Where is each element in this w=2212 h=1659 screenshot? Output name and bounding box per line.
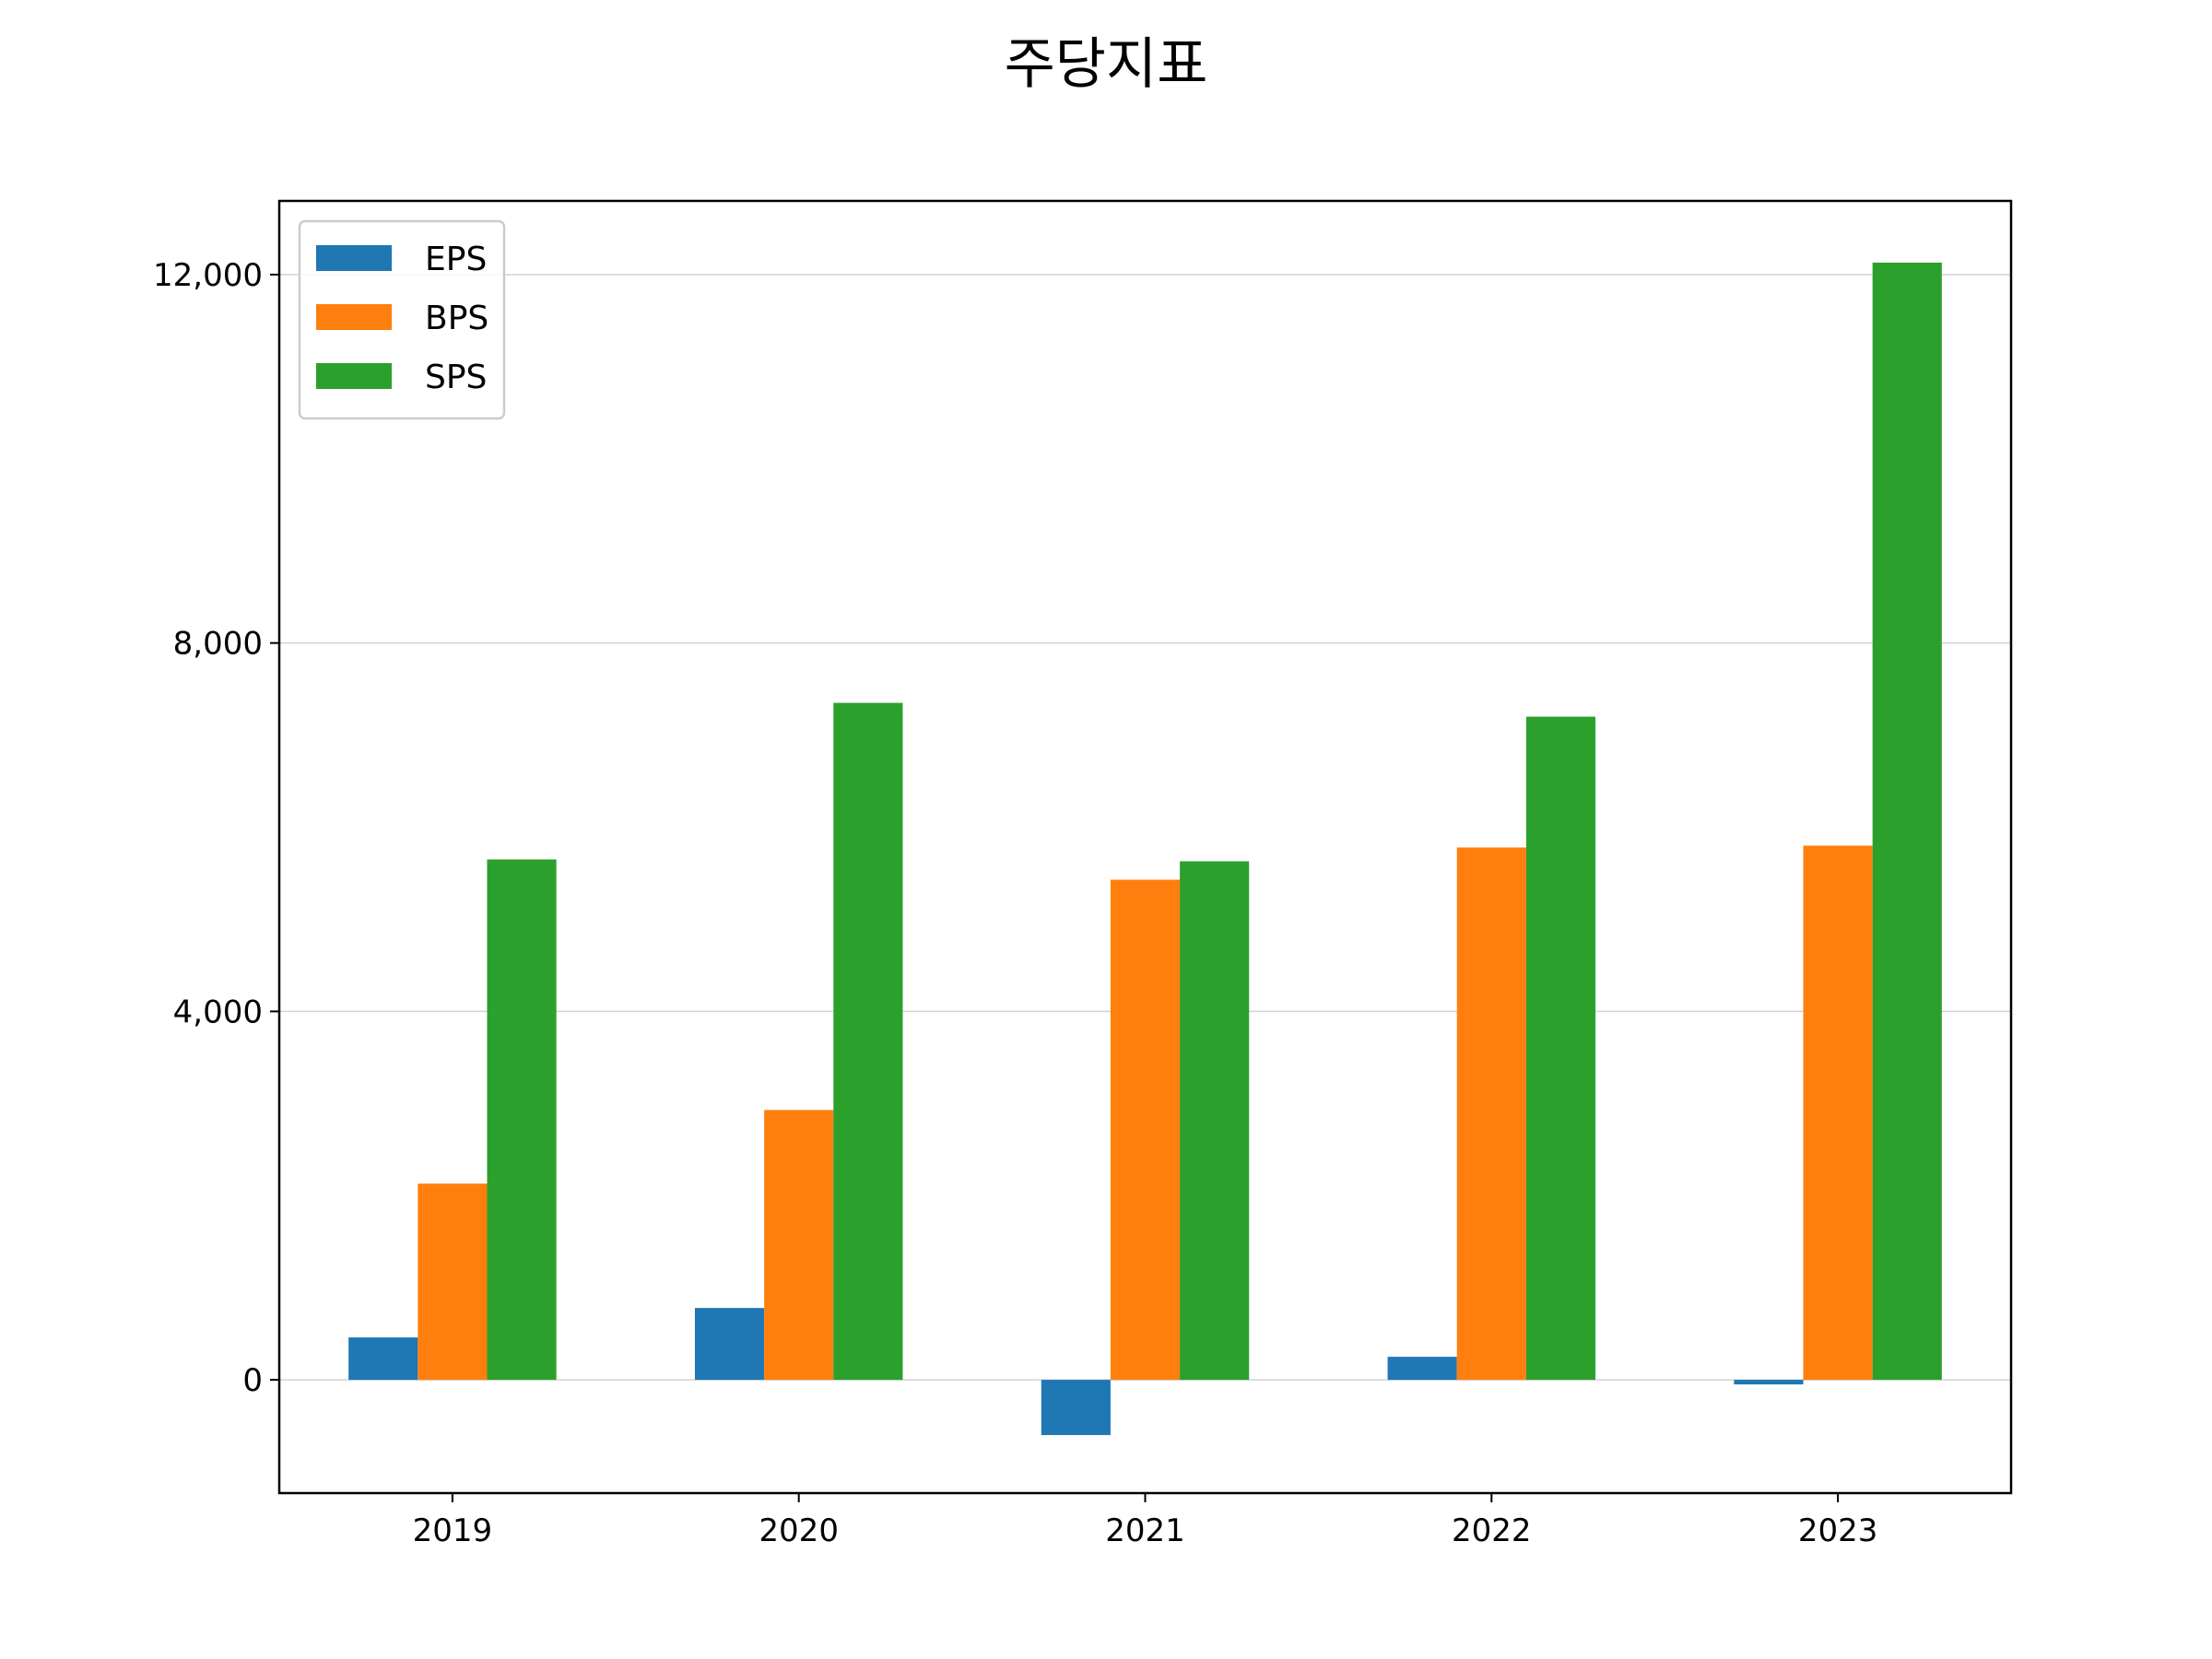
bar-eps-2023 (1734, 1380, 1804, 1385)
y-tick-label: 8,000 (173, 626, 263, 663)
bar-sps-2021 (1180, 861, 1250, 1381)
bar-sps-2023 (1872, 262, 1942, 1381)
legend-label-sps: SPS (425, 359, 487, 396)
bar-eps-2021 (1041, 1380, 1111, 1436)
bar-bps-2022 (1456, 847, 1526, 1381)
y-tick-label: 12,000 (153, 257, 263, 294)
bars (348, 262, 1942, 1436)
bar-bps-2019 (418, 1183, 488, 1381)
legend-swatch-bps (316, 304, 392, 330)
legend-label-bps: BPS (425, 300, 488, 337)
x-axis: 2019 2020 2021 2022 2023 (413, 1493, 1878, 1549)
bar-sps-2020 (833, 702, 903, 1381)
chart-title: 주당지표 (1005, 32, 1208, 97)
bar-bps-2023 (1803, 845, 1873, 1381)
y-axis: 0 4,000 8,000 12,000 (153, 257, 279, 1399)
x-tick-label: 2022 (1452, 1512, 1532, 1549)
bar-eps-2019 (348, 1337, 418, 1381)
bar-bps-2020 (764, 1110, 834, 1381)
bar-bps-2021 (1110, 879, 1181, 1381)
y-tick-label: 0 (242, 1362, 263, 1399)
x-tick-label: 2019 (413, 1512, 493, 1549)
y-tick-label: 4,000 (173, 994, 263, 1030)
bar-eps-2022 (1387, 1357, 1457, 1381)
bar-eps-2020 (694, 1308, 765, 1381)
legend-swatch-eps (316, 245, 392, 271)
bar-sps-2019 (487, 859, 557, 1381)
x-tick-label: 2021 (1105, 1512, 1185, 1549)
legend-label-eps: EPS (425, 241, 487, 278)
bar-sps-2022 (1525, 716, 1596, 1381)
x-tick-label: 2020 (759, 1512, 839, 1549)
legend: EPS BPS SPS (298, 219, 506, 420)
legend-swatch-sps (316, 363, 392, 389)
x-tick-label: 2023 (1798, 1512, 1878, 1549)
